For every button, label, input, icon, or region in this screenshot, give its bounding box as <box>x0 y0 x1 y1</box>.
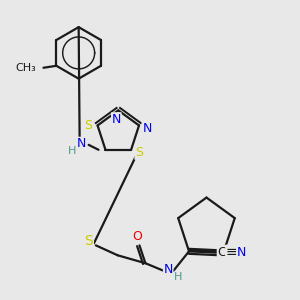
Text: S: S <box>135 146 143 159</box>
Text: C: C <box>217 246 226 259</box>
Text: O: O <box>133 230 142 243</box>
Text: N: N <box>142 122 152 135</box>
Text: H: H <box>68 146 76 156</box>
Text: ≡: ≡ <box>226 245 237 259</box>
Text: S: S <box>85 234 93 248</box>
Text: S: S <box>84 119 92 132</box>
Text: N: N <box>77 137 86 150</box>
Text: H: H <box>174 272 182 282</box>
Text: N: N <box>164 263 173 276</box>
Text: CH₃: CH₃ <box>16 63 37 73</box>
Text: N: N <box>237 246 246 259</box>
Text: N: N <box>112 113 121 126</box>
